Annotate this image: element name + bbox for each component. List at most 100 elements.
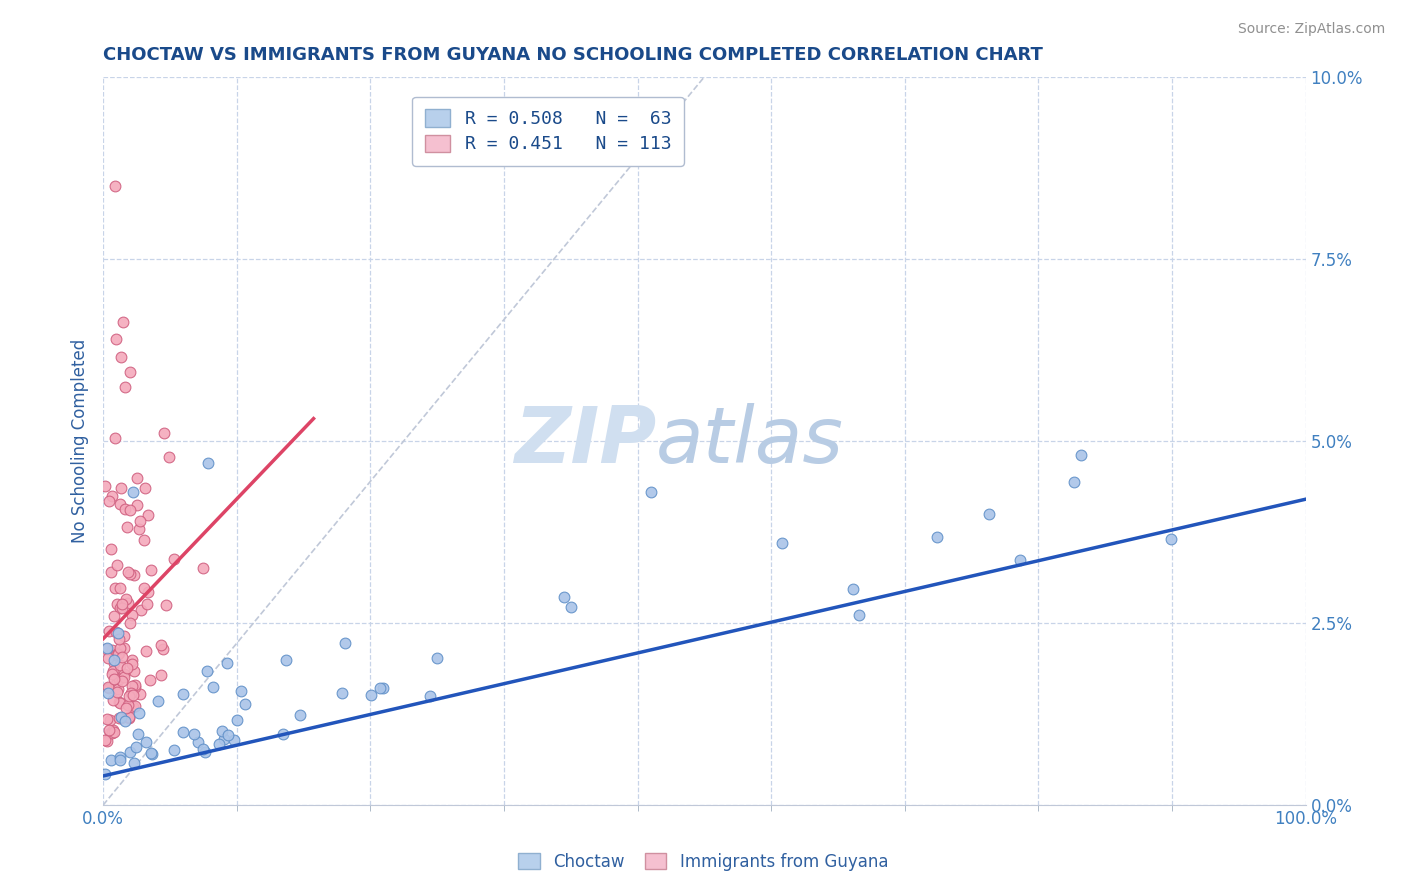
Point — [217, 727, 239, 741]
Point — [105, 598, 128, 612]
Point — [108, 695, 131, 709]
Point — [274, 653, 297, 667]
Point — [108, 581, 131, 595]
Point — [118, 710, 141, 724]
Point — [115, 700, 138, 714]
Point — [124, 678, 146, 692]
Point — [97, 681, 120, 695]
Point — [101, 692, 124, 706]
Point — [114, 380, 136, 394]
Point — [139, 746, 162, 760]
Point — [419, 689, 441, 703]
Point — [1010, 553, 1032, 567]
Point — [103, 657, 125, 671]
Point — [842, 582, 865, 597]
Point — [97, 624, 120, 638]
Point — [153, 425, 176, 440]
Point — [110, 710, 132, 724]
Point — [97, 686, 120, 700]
Point — [100, 541, 122, 556]
Point — [124, 699, 146, 714]
Point — [120, 503, 142, 517]
Point — [202, 681, 225, 695]
Point — [107, 632, 129, 647]
Point — [118, 710, 141, 724]
Point — [107, 646, 129, 660]
Point — [197, 456, 219, 470]
Point — [135, 644, 157, 658]
Point — [112, 640, 135, 655]
Point — [152, 641, 174, 656]
Point — [104, 179, 127, 194]
Point — [101, 643, 124, 657]
Point — [848, 607, 870, 622]
Point — [104, 431, 127, 445]
Legend: R = 0.508   N =  63, R = 0.451   N = 113: R = 0.508 N = 63, R = 0.451 N = 113 — [412, 97, 683, 166]
Point — [150, 667, 173, 681]
Point — [150, 638, 173, 652]
Text: Source: ZipAtlas.com: Source: ZipAtlas.com — [1237, 22, 1385, 37]
Point — [101, 723, 124, 737]
Point — [128, 514, 150, 528]
Point — [139, 673, 162, 687]
Text: atlas: atlas — [657, 403, 844, 479]
Point — [98, 713, 121, 727]
Point — [105, 625, 128, 640]
Point — [107, 626, 129, 640]
Point — [122, 756, 145, 770]
Point — [110, 481, 132, 495]
Point — [371, 681, 394, 696]
Point — [103, 673, 125, 687]
Point — [195, 664, 218, 678]
Point — [118, 567, 141, 582]
Point — [212, 732, 235, 747]
Point — [108, 753, 131, 767]
Point — [127, 727, 149, 741]
Point — [135, 597, 157, 611]
Point — [108, 750, 131, 764]
Point — [97, 651, 120, 665]
Point — [122, 700, 145, 714]
Point — [118, 689, 141, 703]
Point — [136, 585, 159, 599]
Point — [114, 502, 136, 516]
Point — [100, 726, 122, 740]
Point — [101, 664, 124, 678]
Point — [121, 608, 143, 623]
Point — [117, 698, 139, 712]
Point — [117, 596, 139, 610]
Legend: Choctaw, Immigrants from Guyana: Choctaw, Immigrants from Guyana — [509, 845, 897, 880]
Point — [290, 708, 312, 723]
Point — [120, 686, 142, 700]
Text: CHOCTAW VS IMMIGRANTS FROM GUYANA NO SCHOOLING COMPLETED CORRELATION CHART: CHOCTAW VS IMMIGRANTS FROM GUYANA NO SCH… — [103, 46, 1043, 64]
Point — [97, 681, 120, 695]
Point — [172, 687, 194, 701]
Point — [927, 530, 949, 544]
Point — [93, 767, 115, 781]
Point — [217, 656, 239, 670]
Point — [426, 651, 449, 665]
Point — [141, 747, 163, 762]
Point — [1063, 475, 1085, 489]
Point — [101, 489, 124, 503]
Point — [111, 673, 134, 688]
Point — [112, 629, 135, 643]
Point — [108, 657, 131, 672]
Point — [233, 697, 256, 711]
Point — [118, 745, 141, 759]
Point — [125, 471, 148, 485]
Point — [155, 598, 177, 612]
Point — [553, 590, 575, 604]
Point — [115, 661, 138, 675]
Point — [111, 601, 134, 615]
Point — [121, 657, 143, 672]
Point — [104, 581, 127, 595]
Point — [194, 746, 217, 760]
Point — [134, 533, 156, 548]
Point — [135, 735, 157, 749]
Point — [211, 723, 233, 738]
Point — [122, 485, 145, 500]
Point — [129, 687, 152, 701]
Point — [124, 680, 146, 694]
Point — [770, 535, 793, 549]
